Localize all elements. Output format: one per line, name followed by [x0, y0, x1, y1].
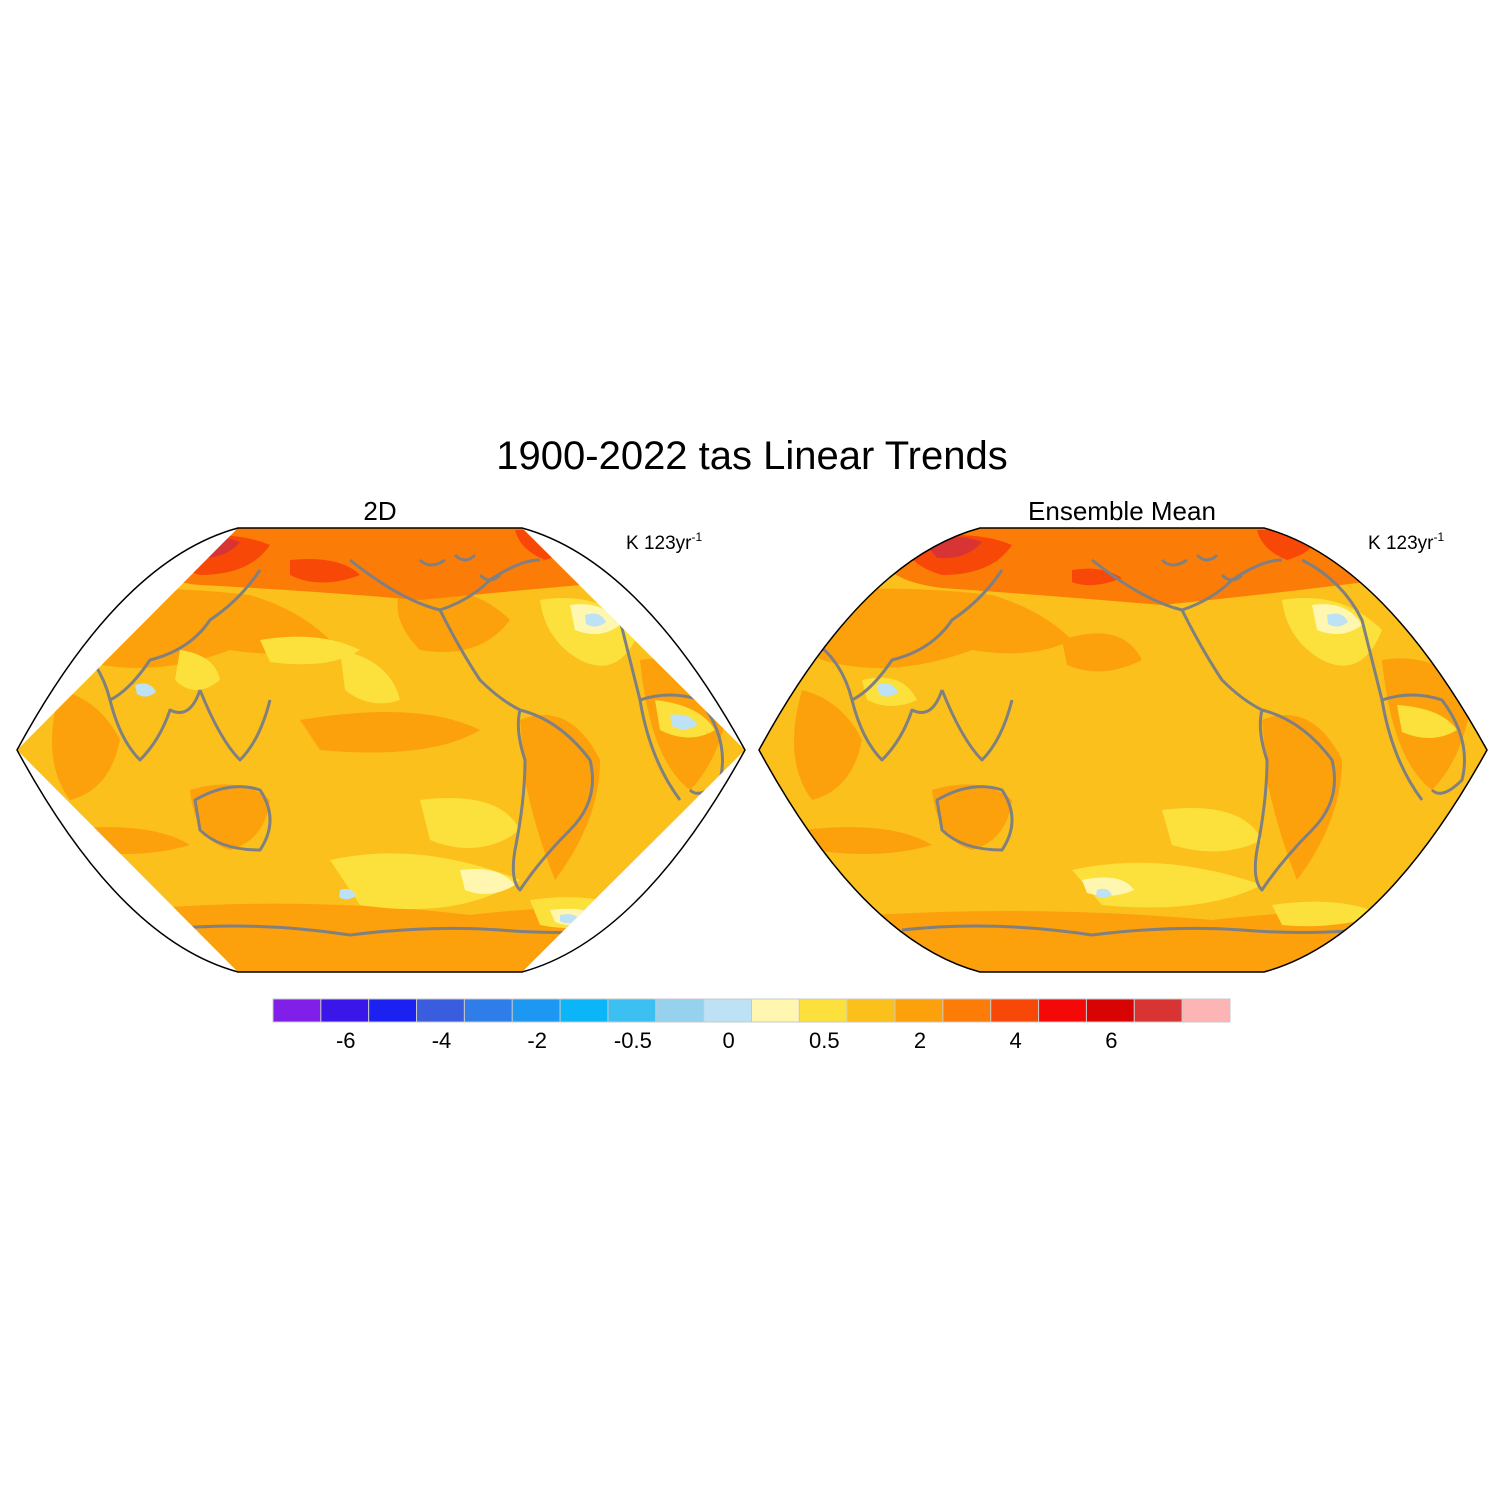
colorbar-swatch	[703, 998, 753, 1023]
colorbar-swatch	[894, 998, 944, 1023]
colorbar-swatch	[368, 998, 418, 1023]
colorbar-swatch	[1038, 998, 1087, 1023]
colorbar-swatch	[1181, 998, 1231, 1023]
colorbar-swatch	[846, 998, 896, 1023]
units-label-2d: K 123yr-1	[626, 530, 703, 554]
colorbar-swatch	[751, 998, 800, 1023]
colorbar-swatch	[511, 998, 561, 1023]
colorbar-tick-label: -4	[431, 1028, 452, 1053]
colorbar-swatch	[416, 998, 465, 1023]
colorbar-tick-label: 2	[913, 1028, 927, 1053]
colorbar-tick-label: -6	[335, 1028, 356, 1053]
panel-title-2d: 2D	[363, 496, 397, 526]
colorbar-swatch	[559, 998, 609, 1023]
colorbar-swatch	[272, 998, 322, 1023]
colorbar-swatch	[942, 998, 992, 1023]
units-label-ensemble-mean: K 123yr-1	[1368, 530, 1445, 554]
colorbar-swatch	[798, 998, 848, 1023]
map-panel-ensemble-mean	[758, 527, 1488, 973]
colorbar	[272, 998, 1231, 1023]
colorbar-swatch	[1133, 998, 1183, 1023]
colorbar-swatch	[320, 998, 370, 1023]
colorbar-tick-label: -0.5	[613, 1028, 652, 1053]
panel-title-ensemble-mean: Ensemble Mean	[1028, 496, 1216, 526]
colorbar-swatch	[1085, 998, 1135, 1023]
colorbar-tick-label: 0	[722, 1028, 735, 1053]
colorbar-swatch	[463, 998, 513, 1023]
colorbar-tick-label: -2	[527, 1028, 547, 1053]
colorbar-tick-label: 0.5	[808, 1028, 840, 1053]
colorbar-swatch	[607, 998, 657, 1023]
colorbar-swatch	[990, 998, 1040, 1023]
colorbar-tick-label: 4	[1009, 1028, 1022, 1053]
colorbar-swatch	[655, 998, 705, 1023]
main-title: 1900-2022 tas Linear Trends	[496, 434, 1008, 478]
map-panel-2d	[16, 527, 746, 973]
colorbar-tick-label: 6	[1105, 1028, 1118, 1053]
